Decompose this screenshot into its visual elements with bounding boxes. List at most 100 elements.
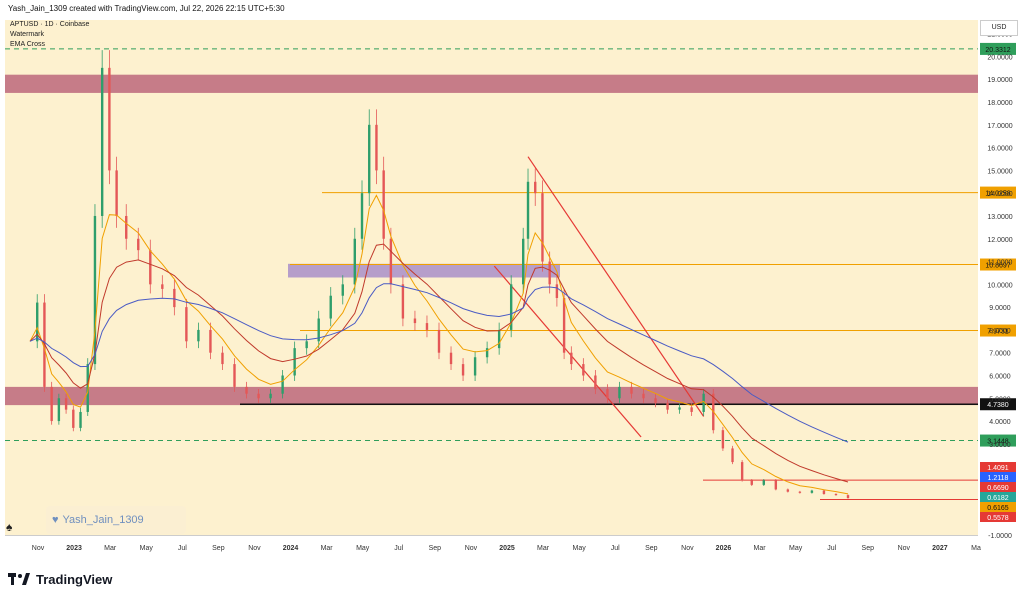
candle-body [534, 181, 537, 194]
legend-watermark[interactable]: Watermark [10, 31, 44, 38]
level-tag-14.0258 [980, 186, 1016, 199]
ema-slow-line[interactable] [29, 283, 849, 443]
legend-symbol[interactable]: APTUSD · 1D · Coinbase [10, 21, 90, 28]
x-tick-label: May [140, 545, 154, 552]
candle-body [548, 261, 551, 285]
y-tick-label: 5.0000 [989, 396, 1011, 403]
brand-name: TradingView [36, 571, 113, 587]
candle-body [149, 250, 152, 285]
ema-mid-line[interactable] [29, 243, 849, 483]
y-tick-label: 20.0000 [987, 54, 1012, 61]
zone-resistance[interactable] [5, 74, 978, 93]
x-tick-label: May [573, 545, 587, 552]
y-tick-label: 17.0000 [987, 123, 1012, 130]
watermark-badge: ♥ Yash_Jain_1309 [46, 506, 186, 534]
candle-body [173, 288, 176, 308]
candle-body [582, 364, 585, 376]
chart-legend: APTUSD · 1D · Coinbase Watermark EMA Cro… [10, 20, 89, 50]
x-tick-label: May [789, 545, 803, 552]
price-tag-1.4091 [980, 462, 1016, 472]
x-tick-label: May [356, 545, 370, 552]
y-tick-label: 13.0000 [987, 214, 1012, 221]
price-tag-0.6182 [980, 492, 1016, 502]
candle-body [401, 284, 405, 319]
trend-line-lower[interactable] [493, 265, 642, 438]
candle-body [810, 490, 814, 493]
zone-purple[interactable] [288, 263, 560, 278]
candle-body [305, 341, 308, 349]
price-tag-label: 0.6690 [987, 485, 1009, 492]
level-label-20.3312: 20.3312 [985, 47, 1010, 54]
ema-fast-line[interactable] [29, 194, 849, 495]
chart-area[interactable]: 20.3312 14.0258 10.8697 7.9731 4.7380 3.1448 … [0, 14, 1024, 566]
candle-body [541, 193, 544, 262]
candle-body [293, 348, 296, 376]
candle-body [108, 67, 111, 171]
chart-caption: Yash_Jain_1309 created with TradingView.… [8, 4, 285, 13]
candle-body [731, 448, 734, 463]
level-label-7.9731: 7.9731 [987, 329, 1009, 336]
candle-body [93, 215, 97, 365]
candle-body [368, 124, 371, 194]
x-tick-label: Jul [827, 545, 836, 552]
candle-body [425, 323, 429, 330]
candle-body [413, 318, 417, 324]
candle-body [721, 430, 725, 449]
candle-body [161, 284, 164, 289]
x-tick-label: 2023 [66, 545, 82, 552]
currency-button[interactable]: USD [980, 20, 1018, 36]
y-tick-label: 11.0000 [988, 260, 1013, 267]
x-tick-label: 2027 [932, 545, 948, 552]
level-label-3.1448: 3.1448 [987, 439, 1009, 446]
candle-body [618, 386, 621, 399]
candle-body [257, 393, 260, 399]
x-tick-label: Sep [429, 545, 442, 552]
candle-body [137, 238, 140, 251]
trend-line-upper[interactable] [527, 156, 705, 417]
tradingview-logo-icon [8, 573, 30, 585]
candle-body [522, 238, 525, 285]
candle-body [630, 386, 633, 394]
candle-body [79, 411, 82, 428]
price-tag-label: 0.6182 [987, 495, 1009, 502]
candle-body [740, 462, 744, 481]
candle-body [197, 329, 200, 342]
level-label-4.7380: 4.7380 [987, 402, 1009, 409]
candle-body [115, 170, 118, 216]
candle-body [100, 67, 104, 216]
x-tick-label: Nov [681, 545, 694, 552]
y-tick-label: 16.0000 [987, 146, 1012, 153]
price-tag-label: 0.5578 [987, 515, 1009, 522]
candle-body [317, 318, 320, 342]
candle-body [798, 491, 802, 493]
tradingview-brand[interactable]: TradingView [8, 570, 112, 588]
heart-icon: ♥ [52, 514, 59, 526]
candle-body [594, 375, 597, 390]
candle-body [437, 329, 441, 353]
price-chart[interactable]: 20.331214.025810.86977.97314.73803.1448 … [0, 14, 1024, 566]
candle-body [382, 170, 385, 239]
dino-icon: ♠ [6, 520, 13, 534]
y-tick-label: 9.0000 [989, 305, 1011, 312]
y-tick-label: 19.0000 [987, 77, 1012, 84]
candle-body [642, 393, 645, 399]
candle-body [221, 352, 224, 365]
level-tag-7.9731 [980, 324, 1016, 337]
y-tick-label: 10.0000 [987, 282, 1012, 289]
level-tag-3.1448 [980, 434, 1016, 447]
candle-body [353, 238, 356, 285]
candle-body [473, 357, 477, 376]
x-tick-label: Jul [611, 545, 620, 552]
zone-support[interactable] [5, 386, 978, 406]
candle-body [570, 352, 573, 365]
price-tag-label: 1.4091 [987, 465, 1009, 472]
x-tick-label: Jul [394, 545, 403, 552]
price-tag-0.6165 [980, 502, 1016, 512]
candle-body [341, 284, 344, 296]
candle-body [497, 329, 501, 349]
candle-body [50, 386, 53, 422]
legend-ema-cross[interactable]: EMA Cross [10, 41, 46, 48]
candle-body [834, 493, 838, 496]
watermark-text: Yash_Jain_1309 [62, 514, 144, 526]
candle-body [57, 398, 61, 422]
